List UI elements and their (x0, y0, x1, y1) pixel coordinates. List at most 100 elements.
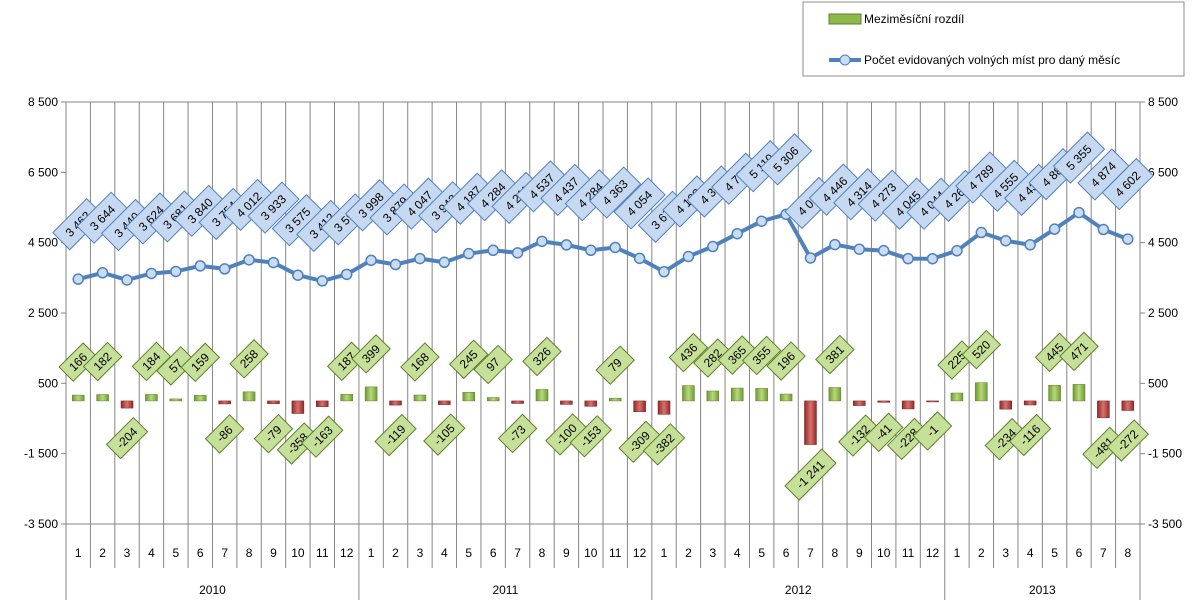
y-tick-label-left: 8 500 (28, 95, 58, 109)
bar (755, 388, 768, 402)
x-tick-label: 5 (465, 546, 472, 560)
bar (194, 395, 207, 402)
x-tick-label: 6 (1076, 546, 1083, 560)
x-tick-label: 9 (270, 546, 277, 560)
bar-data-label: -41 (863, 412, 904, 453)
bar (1023, 400, 1037, 406)
bar (804, 400, 817, 445)
y-tick-label-left: 6 500 (28, 165, 58, 179)
x-tick-label: 11 (902, 546, 915, 560)
line-data-label-box (759, 133, 813, 186)
bar (267, 400, 280, 404)
x-tick-label: 7 (807, 546, 814, 560)
x-tick-label: 4 (1027, 546, 1034, 560)
y-tick-label-left: -3 500 (24, 517, 58, 531)
bar-data-label-box (668, 332, 709, 373)
line-point (1073, 206, 1085, 219)
x-tick-label: 1 (75, 546, 82, 560)
x-tick-label: 7 (1100, 546, 1107, 560)
x-tick-label: 8 (246, 546, 253, 560)
bar-data-label-box (253, 413, 294, 454)
x-tick-label: 5 (1051, 546, 1058, 560)
bar (145, 394, 158, 402)
line-point (755, 215, 768, 227)
bar (96, 394, 109, 402)
bar-data-label-box (886, 417, 930, 461)
x-tick-label: 2 (685, 546, 692, 560)
bar (462, 392, 475, 402)
line-point (292, 269, 304, 281)
bar-data-label-box (473, 344, 513, 385)
line-point (438, 256, 451, 269)
bar (853, 400, 866, 406)
line-point (170, 265, 182, 278)
x-tick-label: 9 (563, 546, 570, 560)
line-data-label: 4 054 (613, 177, 666, 230)
bar (706, 390, 720, 402)
bar (486, 397, 500, 402)
line-series (72, 206, 1134, 287)
bar (1121, 400, 1135, 411)
line-point (194, 260, 206, 272)
bar-data-label-box (815, 334, 855, 375)
line-point (560, 239, 573, 251)
bar (950, 392, 964, 402)
bar (340, 394, 353, 402)
line-data-label-box (247, 181, 300, 234)
y-tick-label-left: 4 500 (28, 236, 58, 250)
year-label: 2012 (785, 583, 812, 597)
y-axis-right: 8 500 6 500 4 500 2 500 500 -1 500 -3 500 (1140, 95, 1182, 531)
bar (901, 400, 915, 410)
bar (120, 400, 134, 409)
bar-data-label-box (82, 341, 123, 382)
legend: Meziměsíční rozdíl Počet evidovaných vol… (802, 1, 1185, 77)
x-tick-label: 4 (441, 546, 448, 560)
x-tick-label: 8 (539, 546, 546, 560)
line-data-label: 4 446 (808, 163, 862, 216)
bar-data-label-box (301, 415, 344, 458)
line-point (951, 245, 963, 257)
x-tick-label: 2 (978, 546, 985, 560)
bar (291, 400, 305, 414)
line-point (658, 266, 670, 278)
bar-data-label-box (766, 341, 806, 381)
line-data-label-box (613, 177, 666, 230)
line-point (267, 256, 280, 269)
line-point (585, 244, 597, 257)
line-point (121, 274, 133, 286)
y-axis-left: 8 500 6 500 4 500 2 500 500 -1 500 -3 500 (24, 95, 66, 531)
bar (364, 386, 378, 402)
x-tick-label: 12 (633, 546, 647, 560)
bar-data-label-box (448, 339, 489, 380)
bar-data-label-box (105, 416, 149, 460)
bar (169, 398, 183, 402)
line-point (1048, 223, 1061, 235)
line-point (316, 275, 329, 287)
line-point (804, 252, 817, 264)
bar-data-label-box (569, 415, 613, 458)
bar (438, 400, 451, 405)
line-point (1122, 233, 1134, 245)
bar-data-label: -73 (497, 413, 538, 454)
bar-data-label: -79 (253, 413, 294, 454)
x-tick-label: 4 (734, 546, 741, 560)
x-tick-label: 2 (392, 546, 399, 560)
line-point (902, 252, 914, 265)
line-point (1024, 239, 1036, 251)
year-label: 2011 (492, 583, 518, 597)
bar-data-label-box (229, 339, 269, 379)
bar-data-label-box (1008, 413, 1052, 457)
bar-data-label-box (204, 414, 245, 454)
bar-data-label-box (984, 417, 1027, 461)
bar-data-label-box (784, 448, 837, 501)
line-point (1000, 234, 1012, 247)
line-point (609, 241, 621, 254)
bar (218, 400, 231, 405)
line-point (975, 226, 988, 239)
legend-line-label: Počet evidovaných volných míst pro daný … (864, 53, 1120, 67)
bar-data-label-box (595, 345, 636, 385)
bar (657, 400, 671, 415)
bar-data-label: -1 (912, 411, 953, 451)
line-point (682, 250, 695, 263)
